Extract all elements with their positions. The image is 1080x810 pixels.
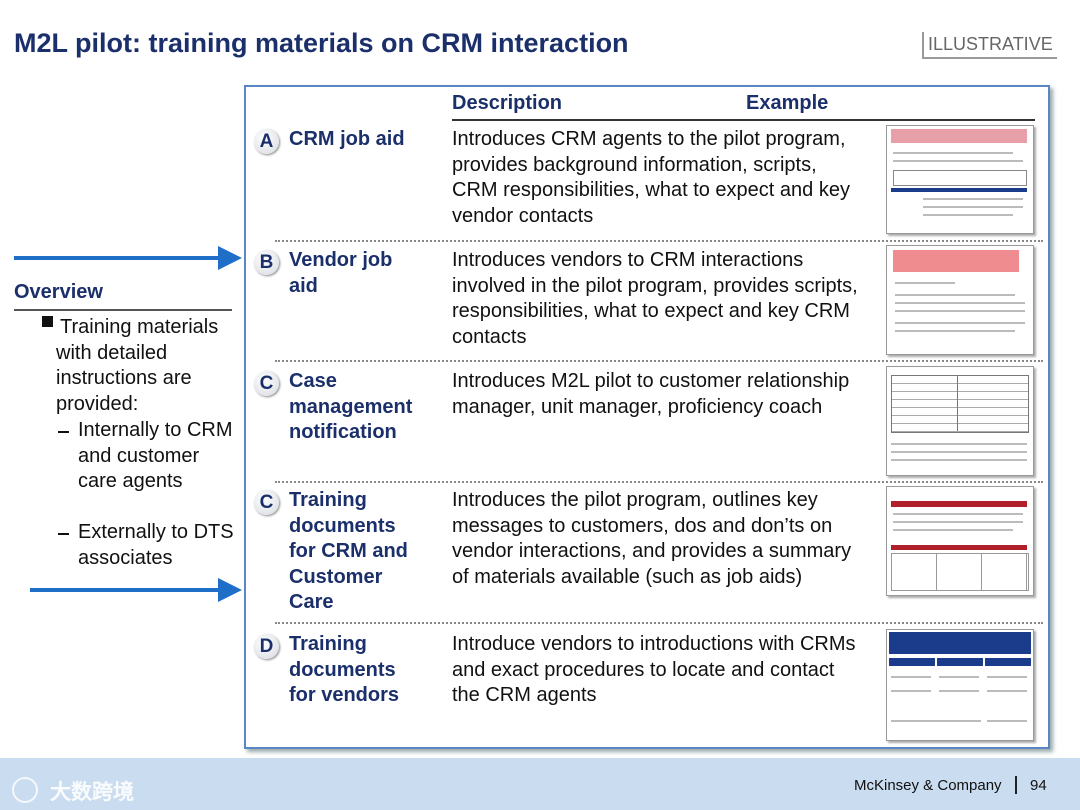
title: M2L pilot: training materials on CRM int… [14,28,629,58]
example-thumbnail [886,629,1034,741]
row-separator [275,481,1043,483]
example-thumbnail [886,245,1034,355]
footer-band [0,758,1080,810]
watermark-logo [12,777,38,803]
row-separator [275,360,1043,362]
page-number: 94 [1030,777,1047,794]
example-thumbnail [886,486,1034,596]
sub-bullet: Internally to CRM and customer care agen… [78,419,233,492]
arrows [14,246,242,602]
row-separator [275,622,1043,624]
row-description: Introduce vendors to introductions with … [452,633,856,706]
overview-heading: Overview [14,281,103,303]
row-description: Introduces the pilot program, outlines k… [452,489,852,588]
rule [14,309,232,311]
header-rule [452,119,1035,121]
row-description: Introduces M2L pilot to customer relatio… [452,370,850,418]
row-description: Introduces CRM agents to the pilot progr… [452,128,850,227]
row-letter: C [254,371,279,396]
column-header: Description [452,92,563,114]
example-thumbnail [886,125,1034,234]
row-letter: D [254,634,279,659]
row-name: Training documents for CRM and Customer … [289,489,408,613]
row-separator [275,240,1043,242]
row-name: Case management notification [289,370,413,443]
column-header: Example [746,92,829,114]
row-name: CRM job aid [289,128,405,150]
bullet-marker [42,316,53,327]
footer-divider [1015,776,1017,794]
watermark: 大数跨境 [50,781,134,804]
example-thumbnail [886,366,1034,476]
row-letter: C [254,490,279,515]
table-frame [244,85,1050,749]
row-letter: A [254,129,279,154]
footer-company: McKinsey & Company [854,777,1002,794]
row-letter: B [254,250,279,275]
dash [58,533,69,535]
bullet: Training materials with detailed instruc… [56,316,219,415]
row-description: Introduces vendors to CRM interactions i… [452,249,858,348]
row-name: Training documents for vendors [289,633,400,706]
dash [58,431,69,433]
sub-bullet: Externally to DTS associates [78,521,234,569]
row-name: Vendor job aid [289,249,393,297]
tag: ILLUSTRATIVE [922,32,1057,59]
